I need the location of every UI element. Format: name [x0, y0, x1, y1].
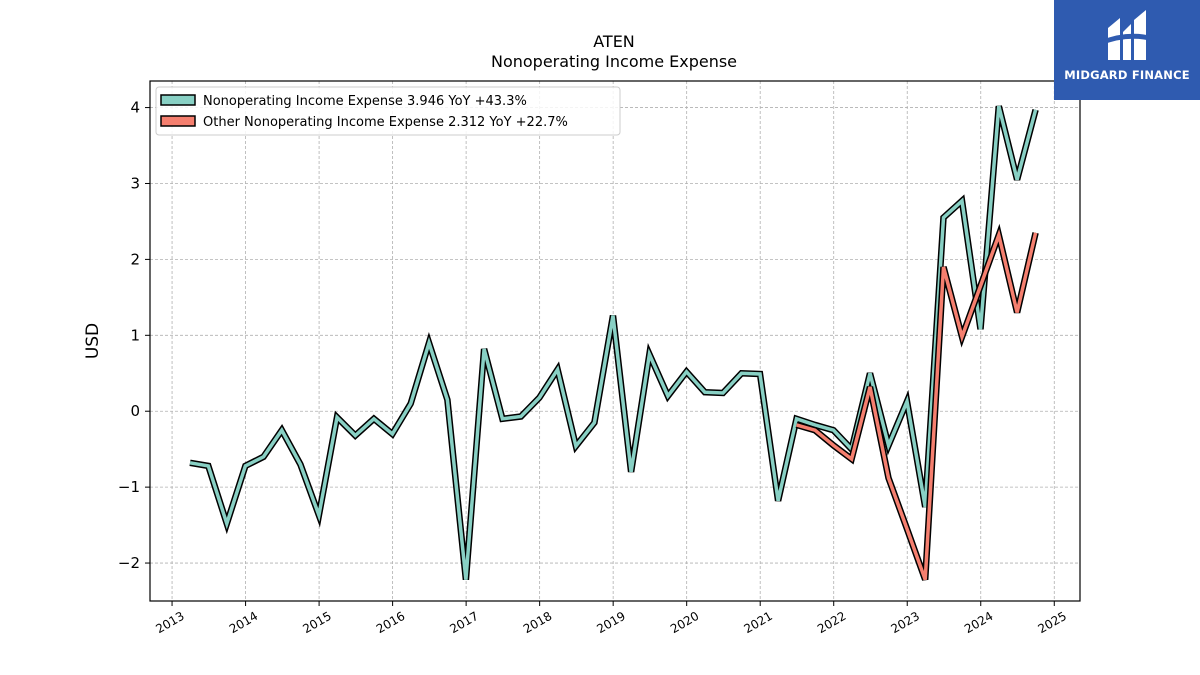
x-tick-label: 2017 [447, 609, 480, 636]
chart-title: ATEN [593, 32, 635, 51]
x-tick-label: 2014 [227, 609, 260, 636]
x-tick-label: 2024 [962, 609, 995, 636]
y-tick-label: 0 [130, 402, 140, 420]
y-tick-label: −1 [118, 478, 140, 496]
legend-swatch [160, 115, 196, 127]
x-tick-label: 2016 [374, 609, 407, 636]
series-lines [189, 105, 1039, 581]
x-tick-label: 2023 [889, 609, 922, 636]
legend-entry-label: Nonoperating Income Expense 3.946 YoY +4… [203, 94, 527, 109]
y-tick-label: 3 [130, 174, 140, 192]
legend: Nonoperating Income Expense 3.946 YoY +4… [155, 86, 621, 136]
x-tick-label: 2015 [300, 609, 333, 636]
chart-subtitle: Nonoperating Income Expense [491, 52, 737, 71]
series-1-outline [795, 223, 1039, 581]
series-0-line [189, 105, 1038, 580]
legend-entry-label: Other Nonoperating Income Expense 2.312 … [203, 115, 568, 130]
x-tick-label: 2018 [521, 609, 554, 636]
y-tick-label: 2 [130, 250, 140, 268]
midgard-finance-logo-icon [1102, 10, 1152, 60]
x-tick-label: 2019 [594, 609, 627, 636]
y-axis-label: USD [83, 323, 103, 359]
plot-frame [149, 80, 1081, 602]
x-tick-label: 2025 [1036, 609, 1069, 636]
x-tick-label: 2020 [668, 609, 701, 636]
legend-swatch [160, 94, 196, 106]
legend-box [155, 86, 621, 136]
y-tick-label: 1 [130, 326, 140, 344]
x-tick-label: 2013 [153, 609, 186, 636]
series-1-line [796, 228, 1038, 581]
x-tick-label: 2022 [815, 609, 848, 636]
y-tick-label: −2 [118, 554, 140, 572]
y-tick-label: 4 [130, 99, 140, 117]
midgard-finance-logo: MIDGARD FINANCE [1054, 0, 1200, 100]
logo-text: MIDGARD FINANCE [1064, 68, 1190, 82]
x-tick-label: 2021 [741, 609, 774, 636]
